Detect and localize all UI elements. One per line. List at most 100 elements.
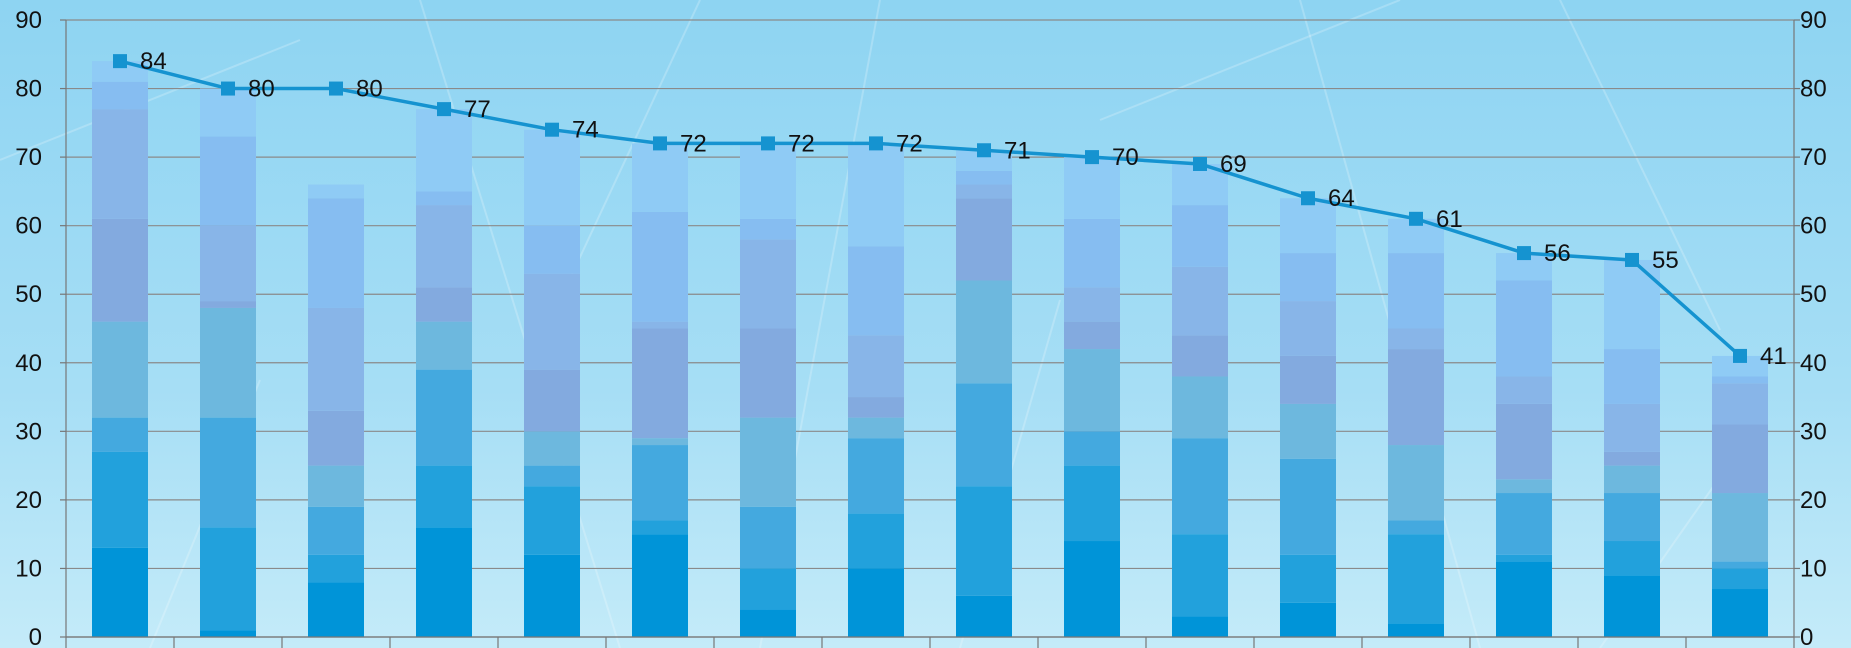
line-marker [545,122,559,137]
bar-segment [740,568,796,610]
bar-segment [1604,465,1660,494]
y-tick-label-right: 70 [1800,144,1827,171]
bar-segment [848,568,904,637]
bar-segment [1496,479,1552,494]
bar-segment [1496,554,1552,562]
bar-segment [524,129,580,226]
bar-segment [1064,287,1120,322]
bar-segment [416,527,472,637]
data-label: 71 [1004,137,1031,164]
axes: 0 0 10 10 20 20 30 30 40 40 50 50 60 60 70 70 80 80 90 90 [15,7,1827,648]
bar-segment [632,520,688,535]
data-label: 55 [1652,247,1679,274]
bar-segment [1280,301,1336,356]
y-tick-label-left: 10 [15,555,42,582]
bar-segment [308,410,364,466]
bar-segment [740,609,796,637]
bar-segment [1712,493,1768,562]
bar-segment [92,451,148,548]
line-marker [1301,191,1315,206]
y-tick-label-right: 0 [1800,624,1813,648]
bar-segment [308,465,364,507]
bar-segment [416,369,472,466]
bar-segment [1172,376,1228,439]
bar-segment [200,630,256,637]
bar-segment [1604,349,1660,404]
bar-segment [1496,561,1552,637]
bar-stacks [92,61,1768,637]
bar-segment [632,143,688,212]
bar-segment [1280,355,1336,404]
bar-segment [1604,451,1660,466]
bar-segment [1172,438,1228,535]
data-label: 72 [680,130,707,157]
bar-segment [308,307,364,411]
data-label: 77 [464,96,491,123]
bar-segment [740,239,796,329]
line-marker [437,102,451,117]
bar-segment [1064,218,1120,288]
bar-segment [740,417,796,507]
y-tick-label-right: 60 [1800,213,1827,240]
bar-segment [1604,541,1660,576]
bar-segment [1712,424,1768,494]
bar-segment [1388,253,1444,329]
bar-segment [956,198,1012,281]
bar-segment [632,534,688,637]
data-label: 72 [788,130,815,157]
line-marker [113,54,127,69]
bar-segment [416,287,472,322]
bar-segment [848,438,904,514]
bar-segment [1388,520,1444,535]
data-label: 84 [140,48,167,75]
bar-segment [740,506,796,569]
bar-segment [200,527,256,631]
bar-segment [1388,623,1444,637]
bar-segment [1712,561,1768,569]
bar-segment [524,554,580,637]
bar-segment [956,383,1012,487]
line-series [113,54,1747,363]
y-tick-label-right: 50 [1800,281,1827,308]
bar-segment [200,88,256,137]
bar-segment [1712,589,1768,637]
data-label: 74 [572,117,599,144]
bar-segment [1064,541,1120,637]
bar-segment [1064,349,1120,432]
data-label: 56 [1544,240,1571,267]
line-marker [329,81,343,96]
bar-segment [416,109,472,192]
bar-segment [308,184,364,199]
bar-segment [956,280,1012,384]
bar-segment [1496,280,1552,377]
bar-segment [524,431,580,466]
bar-segment [200,307,256,418]
bar-segment [956,184,1012,199]
bar-segment [740,143,796,219]
bar-segment [956,486,1012,596]
bar-segment [1280,458,1336,555]
bar-segment [956,170,1012,185]
bar-segment [1388,534,1444,624]
y-tick-label-left: 0 [29,624,42,648]
bar-segment [848,143,904,247]
bar-segment [1604,575,1660,637]
bar-segment [956,150,1012,171]
y-tick-label-left: 60 [15,213,42,240]
line-path [119,59,1742,358]
bar-segment [92,218,148,322]
line-marker [977,143,991,158]
bar-segment [92,109,148,219]
bar-segment [956,595,1012,637]
bar-segment [308,198,364,308]
y-tick-label-left: 40 [15,350,42,377]
bar-segment [1604,493,1660,542]
bar-segment [848,335,904,398]
bar-segment [1064,431,1120,466]
y-tick-label-left: 80 [15,76,42,103]
bar-segment [848,513,904,569]
line-marker [1193,156,1207,171]
bar-segment [416,191,472,206]
y-tick-label-right: 80 [1800,76,1827,103]
